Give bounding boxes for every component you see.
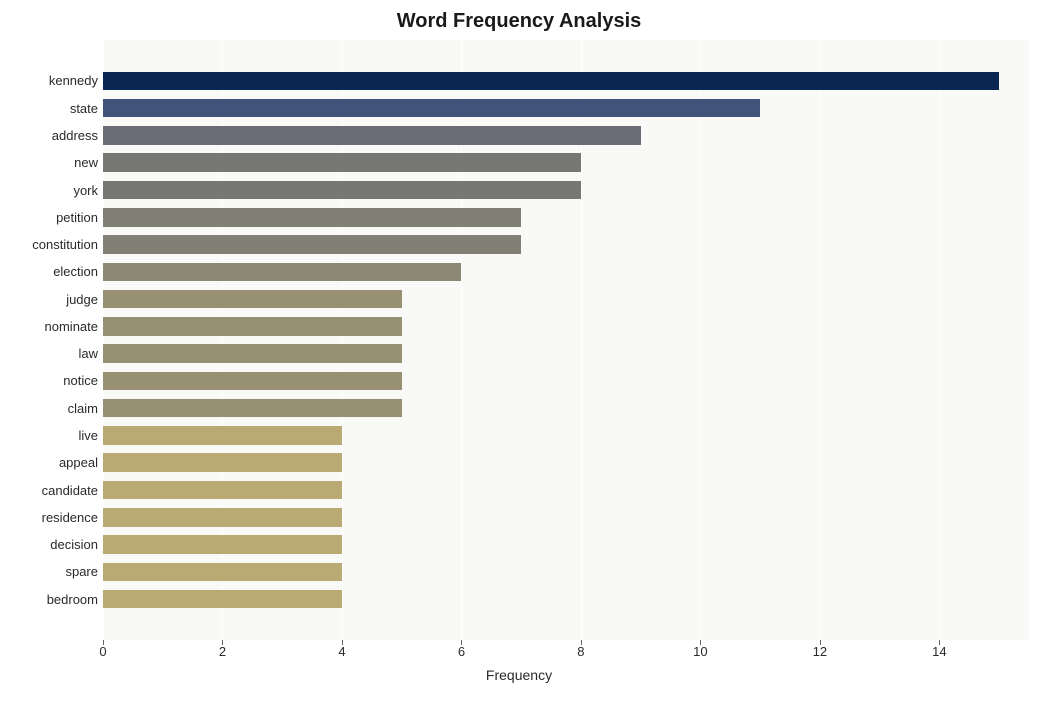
chart-container: Word Frequency Analysis Frequency 0 2 4 6 8 1…	[0, 0, 1038, 701]
x-tick-label: 12	[813, 644, 827, 659]
y-tick-label: address	[8, 126, 98, 145]
y-tick-label: residence	[8, 508, 98, 527]
y-tick-label: election	[8, 262, 98, 281]
y-tick-label: new	[8, 153, 98, 172]
y-tick-label: judge	[8, 290, 98, 309]
bar	[103, 153, 581, 172]
y-tick-label: state	[8, 99, 98, 118]
y-tick-label: petition	[8, 208, 98, 227]
y-tick-label: appeal	[8, 453, 98, 472]
x-tick-mark	[461, 640, 462, 645]
bar	[103, 426, 342, 445]
bar	[103, 590, 342, 609]
gridline	[939, 40, 940, 640]
y-tick-label: candidate	[8, 481, 98, 500]
y-tick-label: bedroom	[8, 590, 98, 609]
bar	[103, 481, 342, 500]
y-tick-label: claim	[8, 399, 98, 418]
x-tick-mark	[103, 640, 104, 645]
x-tick-mark	[581, 640, 582, 645]
bar	[103, 235, 521, 254]
x-tick-label: 6	[458, 644, 465, 659]
gridline	[700, 40, 701, 640]
y-tick-label: notice	[8, 371, 98, 390]
bar	[103, 399, 402, 418]
x-tick-mark	[222, 640, 223, 645]
bar	[103, 181, 581, 200]
x-tick-mark	[342, 640, 343, 645]
gridline	[820, 40, 821, 640]
y-tick-label: constitution	[8, 235, 98, 254]
x-axis-label: Frequency	[0, 667, 1038, 683]
bar	[103, 126, 641, 145]
bar	[103, 72, 999, 91]
bar	[103, 508, 342, 527]
x-tick-mark	[820, 640, 821, 645]
y-tick-label: spare	[8, 562, 98, 581]
bar	[103, 563, 342, 582]
x-tick-mark	[939, 640, 940, 645]
bar	[103, 535, 342, 554]
x-tick-label: 4	[338, 644, 345, 659]
x-tick-mark	[700, 640, 701, 645]
y-tick-label: live	[8, 426, 98, 445]
bar	[103, 99, 760, 118]
bar	[103, 208, 521, 227]
bar	[103, 372, 402, 391]
x-tick-label: 0	[99, 644, 106, 659]
y-tick-label: kennedy	[8, 71, 98, 90]
plot-area	[103, 40, 1029, 640]
x-tick-label: 8	[577, 644, 584, 659]
x-tick-label: 2	[219, 644, 226, 659]
y-tick-label: law	[8, 344, 98, 363]
y-tick-label: york	[8, 181, 98, 200]
bar	[103, 290, 402, 309]
chart-title: Word Frequency Analysis	[0, 10, 1038, 33]
bar	[103, 344, 402, 363]
x-tick-label: 10	[693, 644, 707, 659]
y-tick-label: nominate	[8, 317, 98, 336]
x-tick-label: 14	[932, 644, 946, 659]
bar	[103, 263, 461, 282]
bar	[103, 453, 342, 472]
bar	[103, 317, 402, 336]
y-tick-label: decision	[8, 535, 98, 554]
